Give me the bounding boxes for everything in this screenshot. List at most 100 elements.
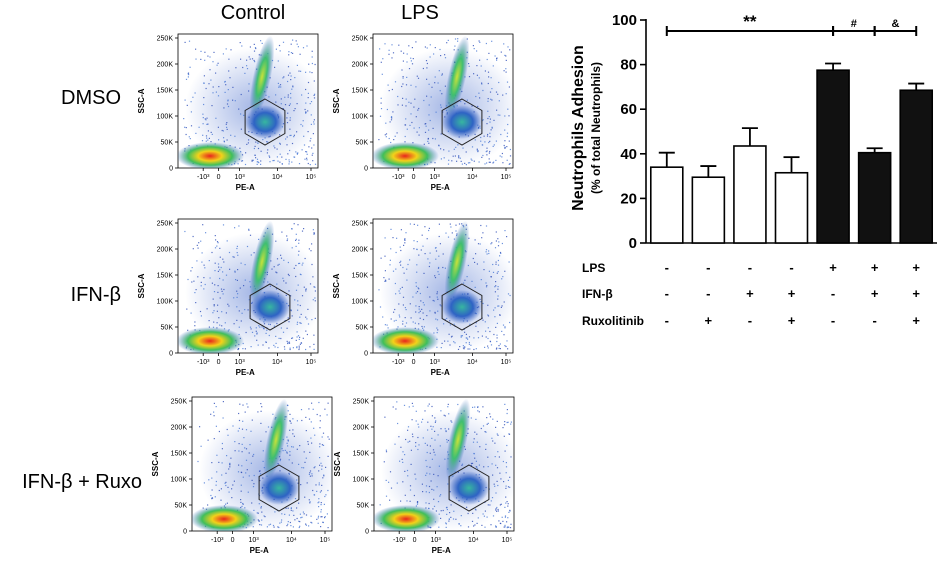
flow-x-tick-label: -10³: [197, 359, 210, 366]
flow-panel: 250K 200K 150K 100K 50K 0 -10³ 0 10³ 10⁴ 10⁵ PE-A SS…: [137, 33, 319, 192]
condition-sign: -: [748, 260, 752, 275]
condition-sign: +: [746, 286, 754, 301]
gated-population: [250, 290, 290, 324]
gated-population: [245, 105, 285, 139]
condition-sign: +: [829, 260, 837, 275]
neutrophil-adhesion-bar-chart: 0 20 40 60 80 100 Neutrophils Adhesion (% of to…: [570, 12, 937, 328]
flow-x-tick-label: 0: [217, 359, 221, 366]
flow-x-tick-label: 10⁴: [468, 537, 479, 544]
flow-x-tick-label: 10⁵: [306, 359, 317, 366]
gated-population: [449, 471, 489, 505]
granulocyte-population: [444, 35, 470, 119]
flow-x-tick-label: 10⁴: [467, 174, 478, 181]
bar: [774, 171, 809, 244]
flow-x-tick-label: 10³: [430, 359, 441, 366]
flow-y-tick-label: 150K: [353, 451, 370, 458]
flow-x-tick-label: 10³: [235, 359, 246, 366]
bar: [816, 69, 850, 244]
flow-x-tick-label: -10³: [197, 174, 210, 181]
condition-sign: -: [831, 313, 835, 328]
flow-y-tick-label: 200K: [352, 62, 369, 69]
flow-y-tick-label: 0: [169, 351, 173, 358]
flow-cytometry-panels: 250K 200K 150K 100K 50K 0 -10³ 0 10³ 10⁴ 10⁵ PE-A SS…: [137, 33, 515, 555]
flow-y-tick-label: 100K: [171, 477, 188, 484]
significance-bracket: &: [873, 18, 918, 36]
condition-sign: -: [872, 313, 876, 328]
flow-x-tick-label: -10³: [392, 174, 405, 181]
granulocyte-population: [445, 398, 471, 482]
flow-x-tick-label: 10⁵: [501, 174, 512, 181]
flow-y-tick-label: 50K: [356, 140, 369, 147]
hexagon-gate: [441, 283, 483, 331]
flow-x-tick-label: 0: [217, 174, 221, 181]
flow-y-tick-label: 0: [364, 351, 368, 358]
gated-population: [442, 105, 482, 139]
bar-y-tick-label: 80: [620, 57, 637, 74]
flow-y-tick-label: 250K: [157, 36, 174, 43]
flow-y-tick-label: 150K: [352, 88, 369, 95]
flow-x-tick-label: 10³: [249, 537, 260, 544]
flow-y-tick-label: 0: [364, 166, 368, 173]
condition-sign: -: [748, 313, 752, 328]
condition-sign: -: [706, 286, 710, 301]
flow-x-tick-label: -10³: [211, 537, 224, 544]
row-label-ifn-beta-ruxo: IFN-β + Ruxo: [22, 471, 142, 493]
condition-sign: -: [831, 286, 835, 301]
flow-x-tick-label: 10³: [431, 537, 442, 544]
flow-y-tick-label: 0: [169, 166, 173, 173]
condition-sign: +: [871, 286, 879, 301]
condition-sign: +: [871, 260, 879, 275]
flow-panel: 250K 200K 150K 100K 50K 0 -10³ 0 10³ 10⁴ 10⁵ PE-A SS…: [332, 218, 514, 377]
bar-y-axis-label: Neutrophils Adhesion: [570, 45, 587, 211]
flow-y-tick-label: 200K: [157, 247, 174, 254]
bar-y-axis-sublabel: (% of total Neutrophils): [589, 62, 603, 194]
bar: [691, 176, 726, 244]
flow-panel: 250K 200K 150K 100K 50K 0 -10³ 0 10³ 10⁴ 10⁵ PE-A SS…: [333, 396, 515, 555]
hexagon-gate: [448, 464, 490, 512]
condition-sign: +: [788, 313, 796, 328]
condition-label: LPS: [582, 261, 605, 275]
condition-sign: +: [705, 313, 713, 328]
flow-x-axis-label: PE-A: [431, 183, 450, 192]
flow-y-tick-label: 50K: [161, 325, 174, 332]
flow-y-tick-label: 50K: [356, 325, 369, 332]
flow-x-axis-label: PE-A: [236, 368, 255, 377]
significance-label: **: [743, 12, 757, 31]
flow-y-axis-label: SSC-A: [137, 88, 146, 113]
significance-bracket: **: [665, 12, 835, 36]
significance-label: #: [851, 18, 857, 30]
bar-y-tick-label: 40: [620, 146, 637, 163]
flow-x-tick-label: 0: [412, 359, 416, 366]
hexagon-gate: [258, 464, 300, 512]
flow-x-tick-label: 10⁴: [467, 359, 478, 366]
bar: [899, 89, 934, 244]
row-label-ifn-beta: IFN-β: [71, 284, 121, 306]
row-label-dmso: DMSO: [61, 87, 121, 109]
flow-panel: 250K 200K 150K 100K 50K 0 -10³ 0 10³ 10⁴ 10⁵ PE-A SS…: [332, 33, 514, 192]
flow-y-axis-label: SSC-A: [151, 451, 160, 476]
flow-y-tick-label: 200K: [353, 425, 370, 432]
significance-label: &: [891, 18, 899, 30]
flow-y-axis-label: SSC-A: [137, 273, 146, 298]
flow-y-axis-label: SSC-A: [333, 451, 342, 476]
debris-population: [192, 505, 258, 531]
condition-label: Ruxolitinib: [582, 314, 644, 328]
flow-y-tick-label: 100K: [157, 299, 174, 306]
flow-y-tick-label: 250K: [157, 221, 174, 228]
flow-y-tick-label: 250K: [353, 399, 370, 406]
granulocyte-population: [249, 220, 275, 304]
granulocyte-population: [444, 220, 470, 304]
condition-sign: +: [912, 313, 920, 328]
column-label-lps: LPS: [401, 2, 439, 24]
condition-label: IFN-β: [582, 287, 613, 301]
flow-x-tick-label: 10⁴: [272, 359, 283, 366]
bar-y-tick-label: 60: [620, 101, 637, 118]
bar-y-tick-label: 0: [629, 235, 637, 252]
bar: [649, 166, 684, 244]
granulocyte-population: [263, 398, 289, 482]
flow-y-tick-label: 250K: [352, 221, 369, 228]
flow-y-tick-label: 200K: [171, 425, 188, 432]
flow-x-tick-label: 10⁵: [501, 359, 512, 366]
hexagon-gate: [244, 98, 286, 146]
